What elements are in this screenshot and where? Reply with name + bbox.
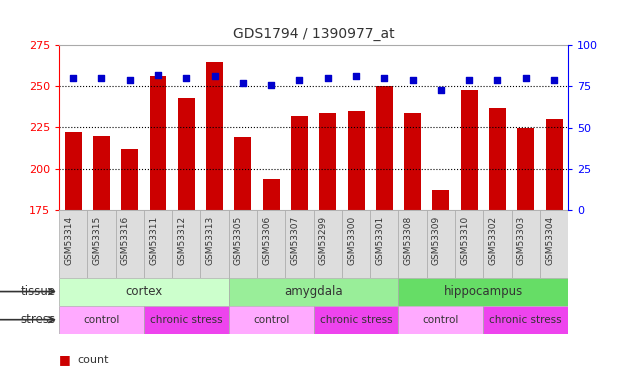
Bar [517, 128, 534, 210]
Bar [206, 62, 223, 210]
Bar [285, 210, 314, 278]
Point [96, 75, 106, 81]
Bar [399, 278, 568, 306]
Bar [59, 210, 88, 278]
Bar [399, 210, 427, 278]
Bar [144, 210, 172, 278]
Point [549, 76, 559, 82]
Text: GSM53304: GSM53304 [545, 215, 554, 264]
Text: control: control [253, 315, 289, 325]
Bar [370, 210, 399, 278]
Bar [489, 108, 506, 210]
Bar [342, 210, 370, 278]
Bar [399, 306, 483, 334]
Point [492, 76, 502, 82]
Text: control: control [423, 315, 459, 325]
Text: GSM53316: GSM53316 [120, 215, 130, 265]
Bar [376, 86, 393, 210]
Text: GSM53306: GSM53306 [262, 215, 271, 265]
Point [436, 87, 446, 93]
Bar [201, 210, 229, 278]
Point [323, 75, 333, 81]
Bar [229, 210, 257, 278]
Bar [116, 210, 144, 278]
Bar [546, 119, 563, 210]
Point [465, 76, 474, 82]
Bar [540, 210, 568, 278]
Bar [93, 136, 110, 210]
Text: GSM53303: GSM53303 [517, 215, 526, 265]
Bar [59, 278, 229, 306]
Point [210, 74, 220, 80]
Text: GSM53299: GSM53299 [319, 215, 328, 264]
Bar [88, 210, 116, 278]
Text: chronic stress: chronic stress [489, 315, 562, 325]
Bar [427, 210, 455, 278]
Text: stress: stress [20, 313, 55, 326]
Text: GSM53310: GSM53310 [460, 215, 469, 265]
Text: GSM53305: GSM53305 [234, 215, 243, 265]
Bar [461, 90, 478, 210]
Text: GSM53315: GSM53315 [93, 215, 101, 265]
Bar [59, 306, 144, 334]
Bar [234, 137, 252, 210]
Point [238, 80, 248, 86]
Point [266, 82, 276, 88]
Bar [172, 210, 201, 278]
Text: tissue: tissue [20, 285, 55, 298]
Text: GSM53309: GSM53309 [432, 215, 441, 265]
Text: amygdala: amygdala [284, 285, 343, 298]
Text: count: count [78, 355, 109, 365]
Point [68, 75, 78, 81]
Bar [314, 306, 399, 334]
Bar [65, 132, 81, 210]
Bar [314, 210, 342, 278]
Bar [144, 306, 229, 334]
Point [407, 76, 417, 82]
Text: GSM53307: GSM53307 [291, 215, 299, 265]
Bar [121, 149, 138, 210]
Text: GSM53314: GSM53314 [64, 215, 73, 264]
Point [125, 76, 135, 82]
Bar [483, 210, 512, 278]
Bar [319, 112, 336, 210]
Text: GSM53302: GSM53302 [489, 215, 497, 264]
Bar [404, 112, 421, 210]
Point [521, 75, 531, 81]
Bar [291, 116, 308, 210]
Bar [432, 190, 450, 210]
Bar [455, 210, 483, 278]
Text: GSM53300: GSM53300 [347, 215, 356, 265]
Bar [483, 306, 568, 334]
Bar [348, 111, 365, 210]
Point [181, 75, 191, 81]
Bar [263, 178, 279, 210]
Bar [229, 278, 399, 306]
Bar [178, 98, 195, 210]
Text: control: control [83, 315, 120, 325]
Bar [229, 306, 314, 334]
Bar [512, 210, 540, 278]
Text: chronic stress: chronic stress [150, 315, 222, 325]
Text: GSM53313: GSM53313 [206, 215, 215, 265]
Text: GDS1794 / 1390977_at: GDS1794 / 1390977_at [233, 27, 394, 41]
Text: cortex: cortex [125, 285, 163, 298]
Text: ■: ■ [59, 354, 71, 366]
Text: GSM53301: GSM53301 [375, 215, 384, 265]
Text: hippocampus: hippocampus [444, 285, 523, 298]
Text: GSM53312: GSM53312 [178, 215, 186, 264]
Point [153, 72, 163, 78]
Text: chronic stress: chronic stress [320, 315, 392, 325]
Point [379, 75, 389, 81]
Point [294, 76, 304, 82]
Bar [150, 76, 166, 210]
Text: GSM53311: GSM53311 [149, 215, 158, 265]
Text: GSM53308: GSM53308 [404, 215, 412, 265]
Bar [257, 210, 285, 278]
Point [351, 74, 361, 80]
